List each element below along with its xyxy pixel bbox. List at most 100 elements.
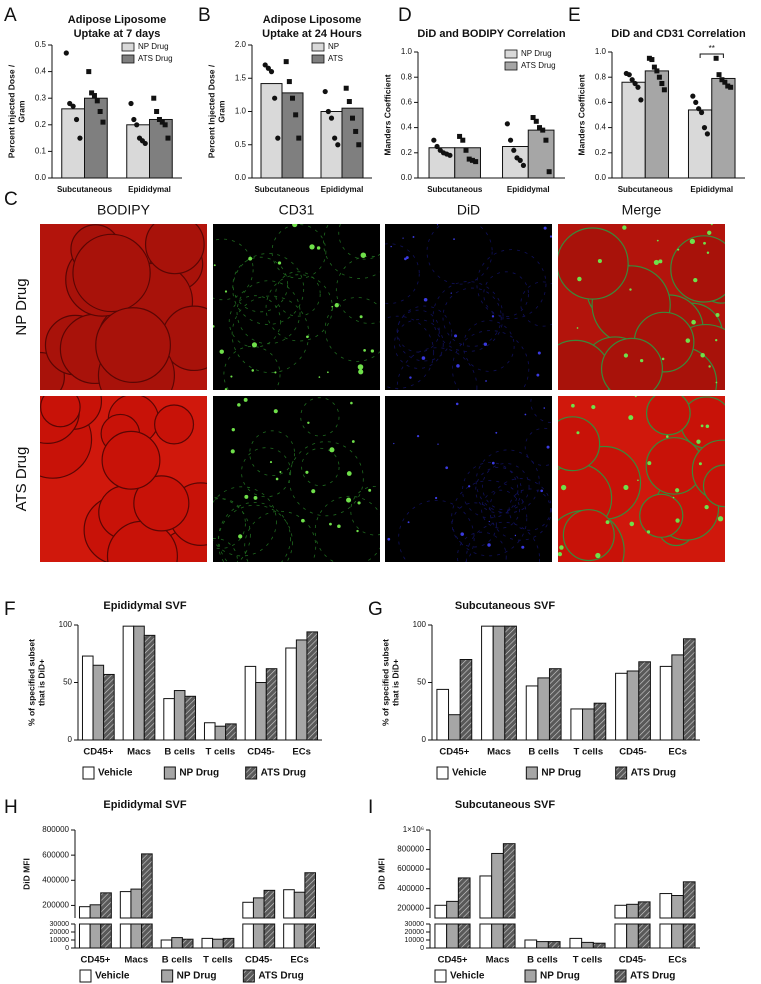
data-point [466, 156, 472, 162]
data-point [70, 103, 76, 109]
speck [677, 248, 680, 251]
x-tick-label: T cells [203, 955, 233, 966]
vessel [463, 320, 515, 372]
speck [243, 397, 248, 402]
vessel [213, 486, 277, 557]
column-header: CD31 [279, 202, 315, 218]
panel-letter: A [4, 5, 17, 26]
speck [487, 543, 491, 547]
y-tick-label: 30000 [405, 921, 425, 928]
y-tick-label: 10000 [405, 937, 425, 944]
chart-title: Subcutaneous SVF [455, 600, 556, 612]
bar [130, 888, 143, 919]
bar [479, 875, 493, 919]
data-point [165, 135, 171, 141]
speck [230, 375, 233, 378]
vessel [452, 330, 530, 390]
chart-title: DiD and BODIPY Correlation [417, 28, 566, 40]
speck [387, 537, 391, 541]
speck [661, 357, 665, 361]
legend-label: Vehicle [98, 768, 133, 779]
vessel [489, 478, 552, 541]
speck [275, 477, 279, 481]
speck [224, 388, 228, 390]
speck [558, 551, 563, 557]
x-tick-label: Epididymal [507, 185, 550, 194]
speck [404, 257, 407, 261]
y-tick-label: 0 [65, 945, 69, 952]
adipocyte [95, 307, 171, 383]
y-axis-label: that is DiD+ [390, 659, 400, 706]
y-tick-label: 1.0 [595, 47, 607, 56]
speck [708, 365, 711, 368]
data-point [350, 115, 355, 121]
data-point [701, 125, 708, 131]
bar [201, 937, 214, 949]
speck [537, 351, 541, 355]
speck [491, 315, 495, 318]
data-point [698, 109, 705, 116]
significance-bracket [699, 53, 724, 58]
y-tick-label: 1.0 [235, 107, 247, 116]
speck [576, 327, 579, 329]
speck [591, 405, 596, 410]
y-axis-label: Manders Coefficient [382, 74, 392, 155]
vessel [217, 504, 293, 562]
speck [488, 520, 490, 523]
x-tick-label: T cells [573, 955, 603, 966]
vessel [338, 224, 380, 260]
legend-label: ATS Drug [521, 61, 556, 70]
vessel [398, 499, 475, 562]
speck [696, 439, 701, 444]
legend-swatch [161, 969, 174, 983]
speck [536, 373, 540, 377]
bar [671, 654, 684, 741]
x-tick-label: Epididymal [128, 185, 171, 194]
vessel [481, 489, 520, 529]
bar [434, 923, 448, 949]
vessel [483, 271, 529, 317]
data-point [343, 85, 349, 91]
speck [334, 303, 339, 308]
panel-letter: H [4, 797, 18, 818]
bar [141, 853, 153, 919]
data-point [517, 157, 523, 163]
bar [436, 688, 450, 741]
data-point [629, 77, 635, 83]
adipocyte [645, 396, 691, 436]
speck [237, 403, 241, 407]
data-point [661, 87, 667, 93]
speck [346, 471, 352, 476]
panel-letter: B [198, 5, 211, 26]
data-point [719, 77, 725, 83]
speck [435, 496, 438, 500]
legend-swatch [614, 969, 627, 983]
speck [521, 545, 525, 549]
speck [407, 521, 410, 524]
bar [130, 923, 143, 949]
texture [558, 396, 725, 562]
speck [672, 496, 675, 499]
bar [143, 634, 156, 741]
data-point [328, 115, 335, 121]
speck [514, 534, 517, 537]
speck [646, 530, 651, 534]
y-tick-label: 0.4 [401, 123, 413, 132]
adipocyte [562, 509, 615, 562]
data-point [533, 118, 539, 124]
bar [252, 923, 265, 949]
data-point [649, 57, 655, 63]
legend-swatch [82, 766, 95, 780]
chart-title: Adipose Liposome [68, 14, 166, 26]
speck [634, 396, 637, 398]
bar [306, 631, 319, 741]
data-point [431, 137, 437, 143]
y-tick-label: 1.5 [235, 73, 247, 82]
vessel [451, 502, 497, 548]
data-point [262, 62, 268, 68]
y-tick-label: 100 [59, 620, 73, 629]
column-header: BODIPY [97, 202, 151, 218]
vessel [213, 537, 238, 562]
x-tick-label: Subcutaneous [618, 185, 674, 194]
speck [402, 237, 404, 239]
